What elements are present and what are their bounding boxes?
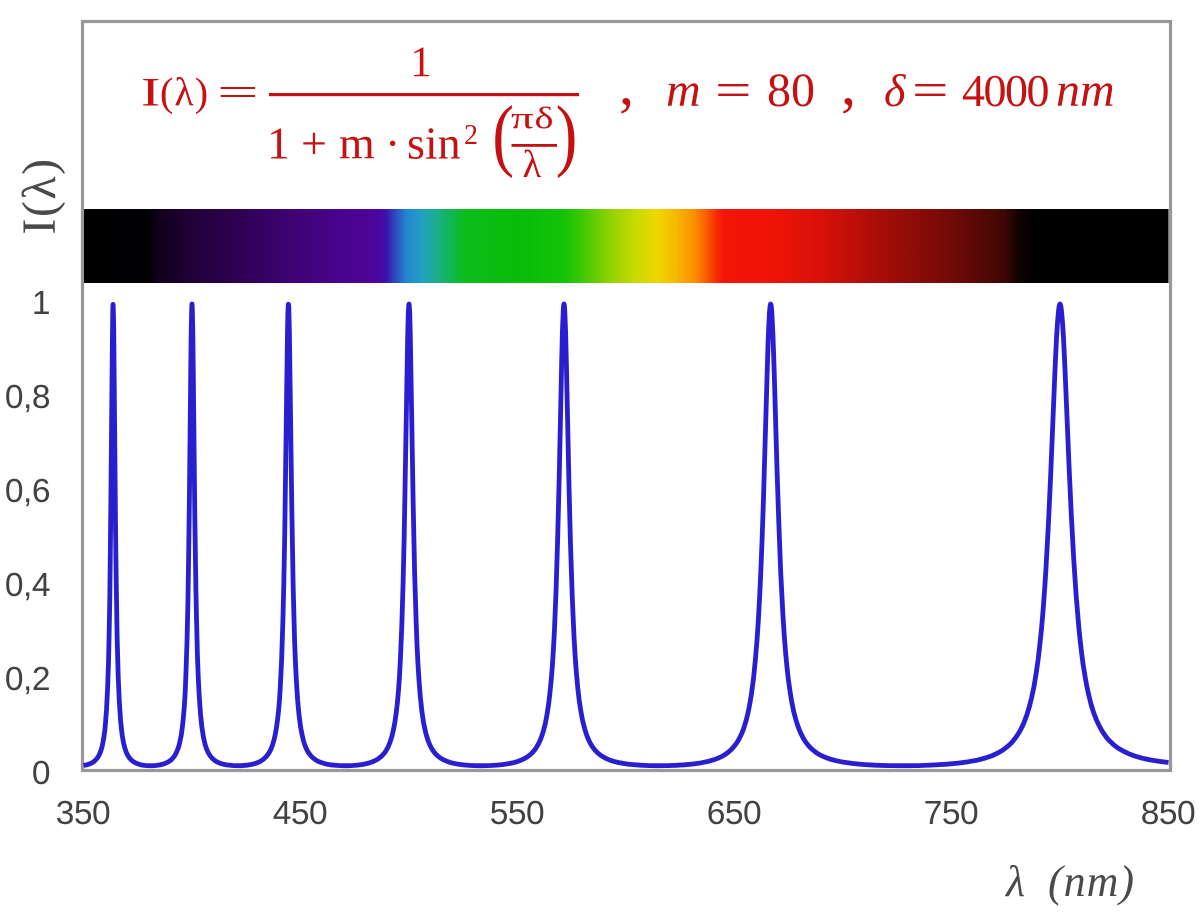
svg-text:(nm): (nm) <box>1048 857 1135 906</box>
svg-text:δ: δ <box>884 65 906 116</box>
svg-text:π: π <box>511 102 534 136</box>
svg-text:4000: 4000 <box>962 65 1049 116</box>
svg-text:): ) <box>556 89 578 178</box>
svg-text:δ: δ <box>535 100 554 134</box>
svg-text:550: 550 <box>490 795 544 832</box>
svg-text:1: 1 <box>32 285 50 322</box>
svg-text:0: 0 <box>32 755 50 792</box>
svg-text:+: + <box>301 118 327 169</box>
svg-text:,: , <box>841 51 856 117</box>
svg-text:450: 450 <box>273 795 327 832</box>
svg-text:80: 80 <box>767 64 815 117</box>
svg-text:650: 650 <box>707 795 761 832</box>
svg-text:1: 1 <box>410 39 432 86</box>
svg-text:·: · <box>385 118 400 169</box>
svg-text:(λ): (λ) <box>160 70 209 115</box>
svg-text:750: 750 <box>924 795 978 832</box>
svg-text:350: 350 <box>56 795 110 832</box>
svg-text:λ: λ <box>1004 857 1025 906</box>
svg-text:I: I <box>141 70 160 114</box>
svg-text:(: ( <box>492 89 514 178</box>
svg-text:0,6: 0,6 <box>5 473 50 510</box>
svg-text:850: 850 <box>1141 795 1195 832</box>
svg-text:λ: λ <box>523 143 542 186</box>
svg-text:2: 2 <box>464 120 478 151</box>
svg-text:0,8: 0,8 <box>5 379 50 416</box>
svg-text:I(λ): I(λ) <box>13 157 66 234</box>
svg-text:=: = <box>715 64 752 117</box>
svg-text:=: = <box>912 64 949 117</box>
svg-text:,: , <box>619 51 634 117</box>
svg-text:sin: sin <box>407 118 461 169</box>
svg-text:m: m <box>339 118 375 169</box>
svg-text:0,4: 0,4 <box>5 567 50 604</box>
svg-text:1: 1 <box>267 118 290 169</box>
svg-text:nm: nm <box>1056 64 1115 117</box>
svg-text:=: = <box>217 70 259 114</box>
svg-text:m: m <box>666 64 701 117</box>
svg-text:0,2: 0,2 <box>5 661 50 698</box>
